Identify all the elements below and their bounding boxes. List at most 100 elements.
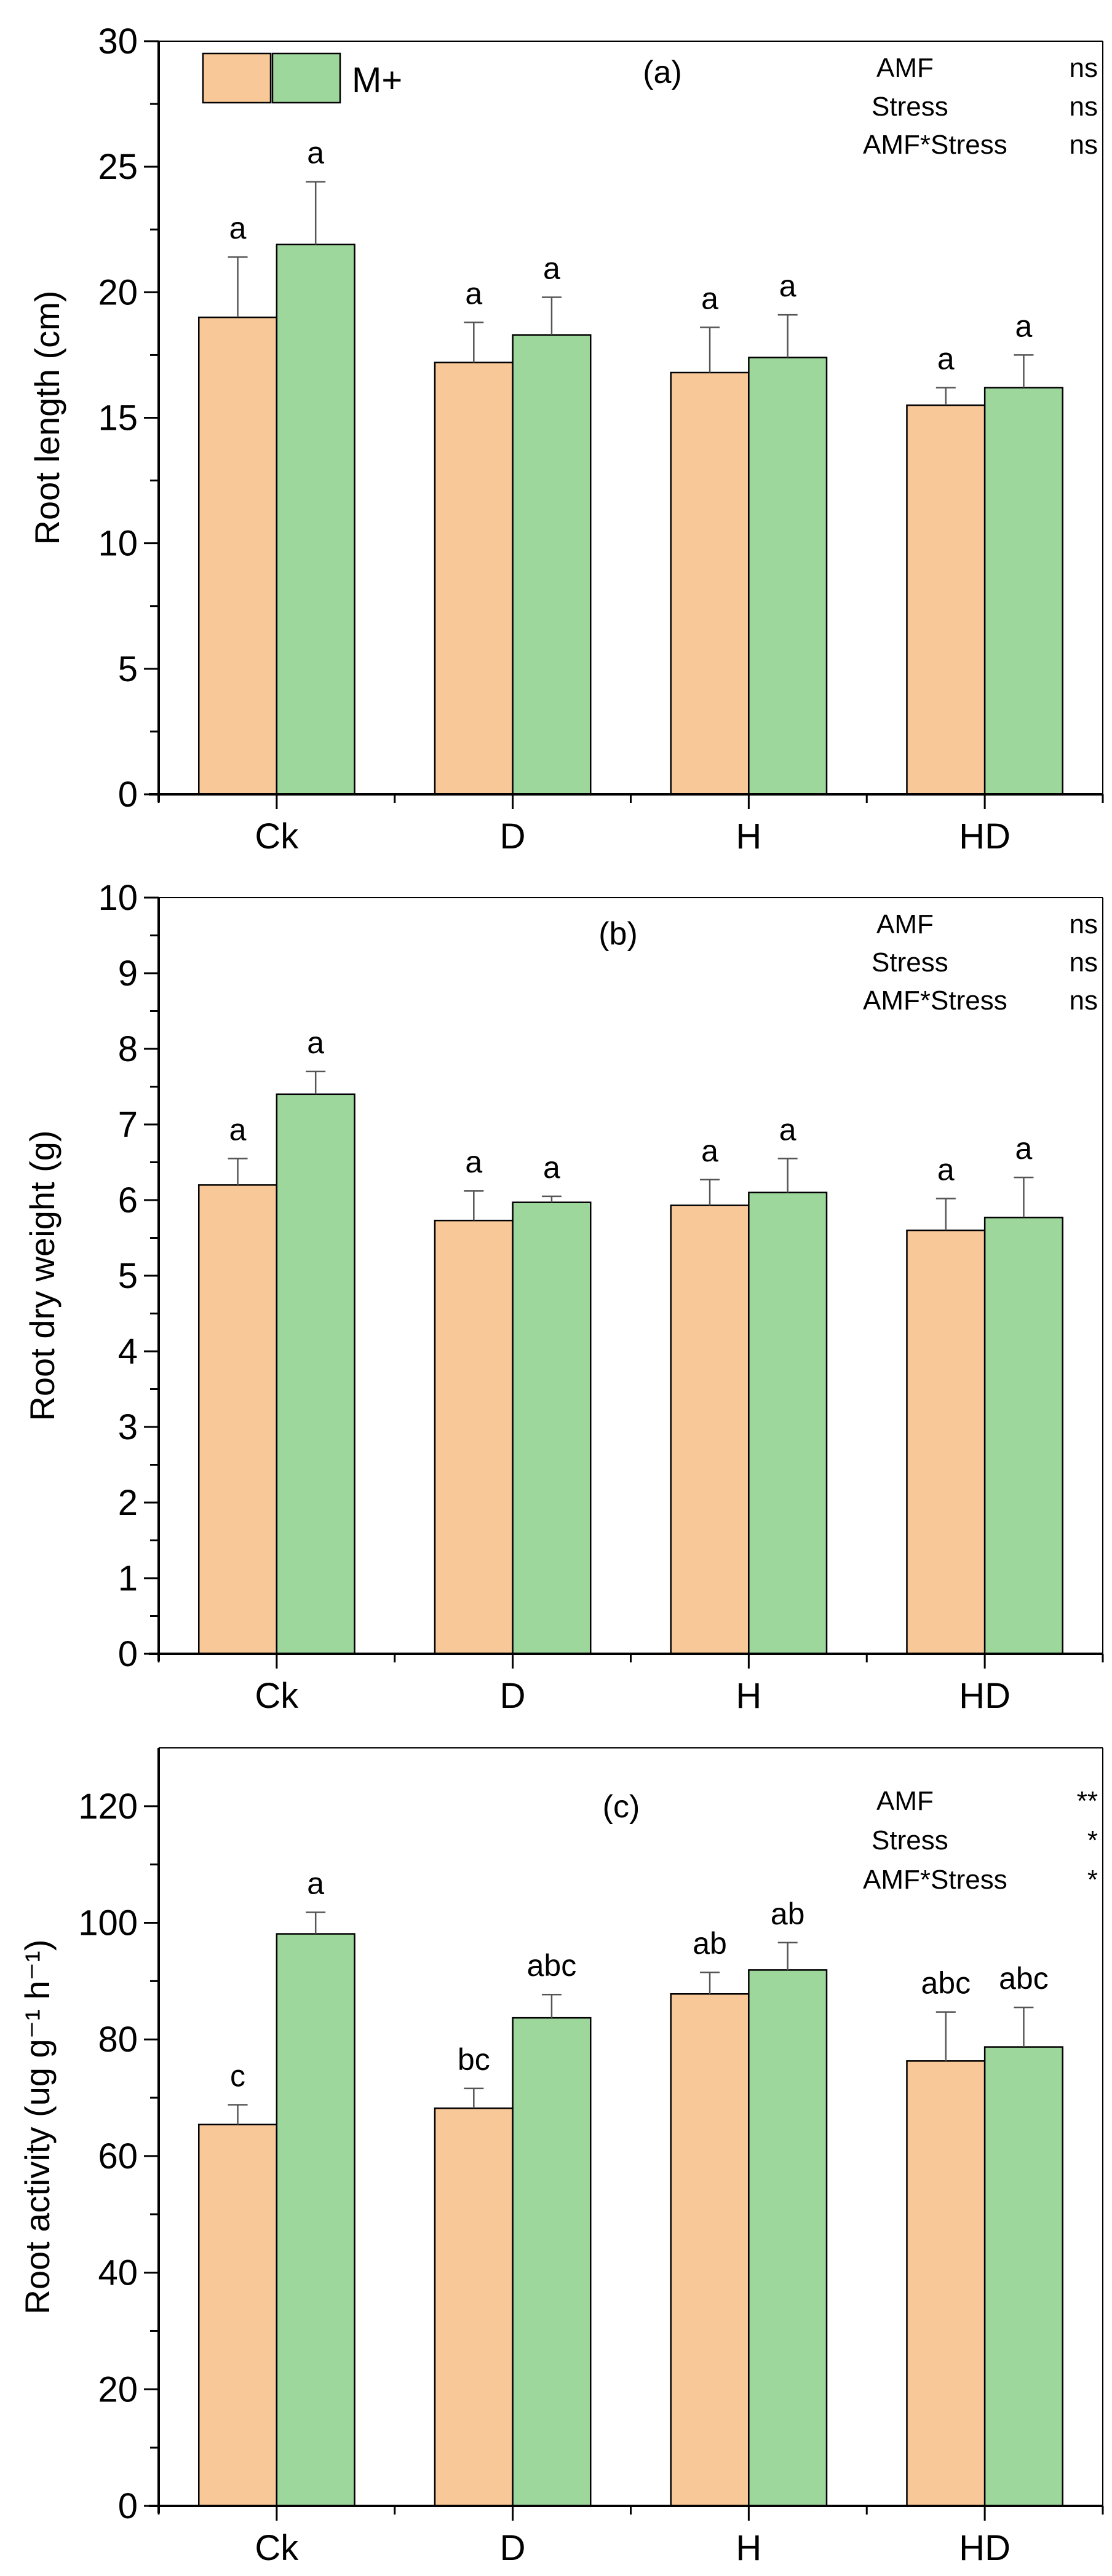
y-axis-label: Root activity (ug g⁻¹ h⁻¹) — [18, 1940, 57, 2315]
stat-significance: ns — [1070, 130, 1098, 160]
significance-letter: c — [230, 2058, 245, 2093]
x-tick-label: Ck — [255, 816, 299, 856]
y-tick-label: 60 — [98, 2136, 138, 2176]
x-tick-label: H — [736, 816, 761, 856]
y-tick-label: 80 — [98, 2020, 138, 2060]
significance-letter: a — [701, 282, 718, 316]
bar-M--H — [670, 1993, 750, 2507]
y-tick-label: 20 — [98, 2369, 138, 2409]
panel-label: (c) — [603, 1789, 640, 1825]
x-tick-label: Ck — [255, 1676, 299, 1716]
x-tick-label: D — [500, 816, 526, 856]
significance-letter: a — [1015, 309, 1033, 343]
stat-significance: ns — [1070, 53, 1098, 83]
stat-significance: * — [1087, 1865, 1098, 1895]
y-tick-label: 5 — [118, 649, 138, 689]
x-tick-label: D — [500, 1676, 526, 1716]
stat-term: AMF — [876, 53, 934, 83]
significance-letter: a — [1015, 1131, 1033, 1166]
y-tick-label: 25 — [98, 147, 138, 187]
panel-label: (a) — [643, 55, 682, 90]
y-tick-label: 9 — [118, 954, 138, 994]
bar-M--HD — [906, 2060, 986, 2507]
significance-letter: a — [701, 1134, 718, 1168]
bar-M+-HD — [983, 1217, 1064, 1655]
bar-M+-H — [748, 357, 828, 796]
x-tick-label: H — [736, 1676, 761, 1716]
significance-letter: a — [229, 211, 247, 245]
legend-label-m-plus: M+ — [352, 60, 402, 100]
significance-letter: ab — [693, 1926, 727, 1961]
significance-letter: a — [779, 269, 796, 303]
x-tick-label: HD — [959, 1676, 1011, 1716]
y-tick-label: 1 — [118, 1559, 138, 1598]
x-tick-label: HD — [959, 2528, 1011, 2568]
y-tick-label: 15 — [98, 398, 138, 438]
y-tick-label: 10 — [98, 878, 138, 918]
bar-M+-D — [512, 2017, 592, 2507]
bar-M+-HD — [983, 387, 1064, 796]
y-tick-label: 7 — [118, 1105, 138, 1145]
bar-M--D — [434, 362, 514, 796]
y-tick-label: 20 — [98, 272, 138, 312]
stat-significance: ns — [1070, 92, 1098, 122]
stat-term: Stress — [872, 947, 948, 978]
significance-letter: a — [465, 276, 482, 310]
stat-term: AMF*Stress — [863, 1865, 1007, 1895]
stat-term: Stress — [872, 92, 948, 122]
significance-letter: abc — [921, 1966, 971, 2001]
bar-M+-Ck — [276, 1933, 355, 2507]
significance-letter: a — [937, 1153, 955, 1187]
stat-term: AMF*Stress — [863, 130, 1007, 160]
stat-significance: ns — [1070, 947, 1098, 978]
stat-significance: ** — [1077, 1786, 1098, 1816]
significance-letter: a — [307, 1025, 324, 1060]
y-tick-label: 0 — [118, 775, 138, 815]
bar-M--H — [670, 1204, 750, 1655]
significance-letter: abc — [527, 1948, 577, 1983]
bar-M+-H — [748, 1191, 828, 1655]
y-tick-label: 120 — [78, 1787, 138, 1827]
significance-letter: a — [307, 136, 324, 170]
bar-M+-HD — [983, 2046, 1064, 2507]
y-tick-label: 40 — [98, 2253, 138, 2293]
x-tick-label: H — [736, 2528, 761, 2568]
y-tick-label: 5 — [118, 1256, 138, 1296]
significance-letter: a — [543, 251, 560, 286]
y-tick-label: 3 — [118, 1407, 138, 1447]
panel-b: a a a a a a a a 0 1 2 3 4 5 6 7 8 9 10 Ck D H HD Root dry weigh… — [23, 878, 1104, 1716]
significance-letter: bc — [458, 2042, 490, 2077]
bar-M--Ck — [197, 2124, 278, 2507]
significance-letter: a — [307, 1866, 324, 1900]
bar-M--HD — [906, 404, 986, 796]
y-axis-label: Root dry weight (g) — [23, 1130, 62, 1421]
stat-significance: ns — [1070, 986, 1098, 1016]
y-tick-label: 10 — [98, 524, 138, 564]
significance-letter: ab — [771, 1897, 805, 1931]
stat-term: AMF*Stress — [863, 986, 1007, 1016]
y-tick-label: 6 — [118, 1180, 138, 1220]
panel-label: (b) — [598, 916, 638, 952]
significance-letter: abc — [999, 1961, 1049, 1996]
stat-term: AMF — [876, 1786, 934, 1816]
y-tick-label: 0 — [118, 2486, 138, 2526]
significance-letter: a — [465, 1145, 482, 1179]
bar-M+-Ck — [276, 1093, 355, 1655]
y-tick-label: 30 — [98, 22, 138, 61]
stat-term: Stress — [872, 1825, 948, 1855]
significance-letter: a — [779, 1112, 796, 1147]
significance-letter: a — [543, 1150, 560, 1185]
bar-M--Ck — [197, 316, 278, 796]
legend: M-M+ — [202, 52, 402, 104]
x-tick-label: Ck — [255, 2528, 299, 2568]
significance-letter: a — [937, 342, 955, 376]
y-tick-label: 0 — [118, 1634, 138, 1674]
stat-significance: ns — [1070, 909, 1098, 939]
bar-M+-D — [512, 1201, 592, 1655]
stat-term: AMF — [876, 909, 934, 939]
y-tick-label: 8 — [118, 1029, 138, 1069]
significance-letter: a — [229, 1112, 247, 1147]
bar-M--HD — [906, 1229, 986, 1655]
bar-M--H — [670, 371, 750, 796]
